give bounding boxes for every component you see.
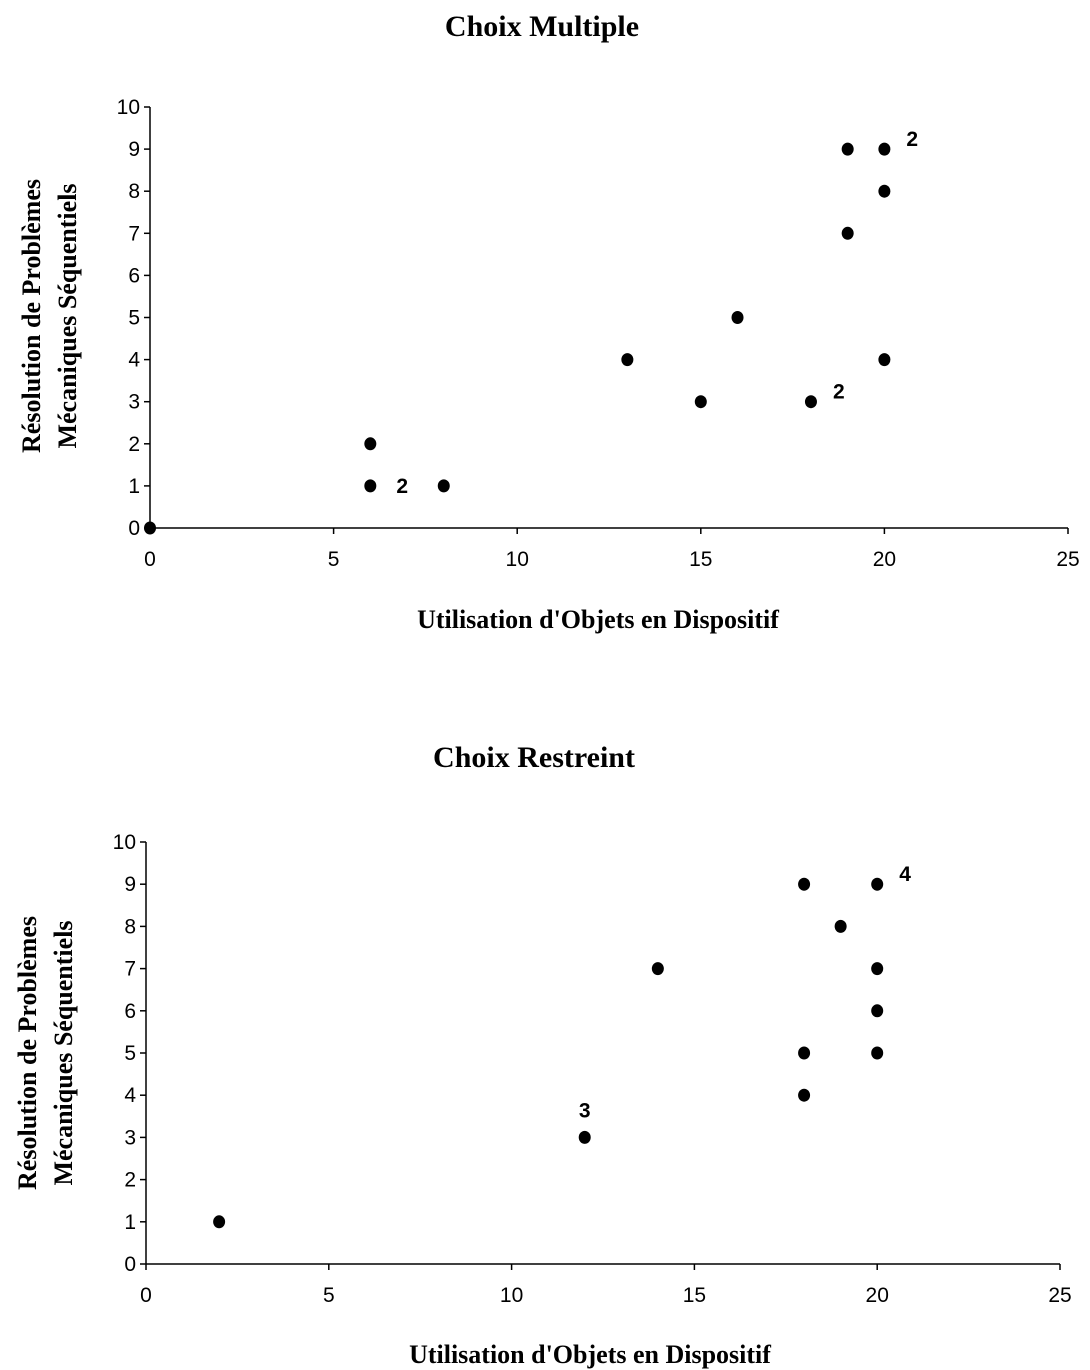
data-point xyxy=(621,353,634,367)
y-tick-label: 0 xyxy=(128,517,140,540)
x-tick-label: 20 xyxy=(873,548,896,571)
x-tick-label: 15 xyxy=(689,548,712,571)
data-point xyxy=(731,311,744,324)
y-tick-label: 1 xyxy=(128,475,140,498)
y-tick-label: 9 xyxy=(128,138,140,161)
chart-choix-multiple: Choix Multiple Résolution de Problèmes M… xyxy=(17,10,1080,634)
data-point xyxy=(798,1046,811,1060)
x-tick-label: 5 xyxy=(323,1284,335,1307)
data-point xyxy=(871,877,884,891)
y-axis-label-line-1: Résolution de Problèmes xyxy=(13,916,42,1190)
data-label: 4 xyxy=(899,863,911,886)
chart-choix-restreint: Choix Restreint Résolution de Problèmes … xyxy=(13,741,1072,1369)
y-axis-label-line-1: Résolution de Problèmes xyxy=(17,179,46,453)
x-tick-label: 25 xyxy=(1056,548,1079,571)
x-tick-label: 10 xyxy=(506,548,529,571)
y-axis-label-line-2: Mécaniques Séquentiels xyxy=(49,920,78,1185)
data-point xyxy=(694,395,707,409)
y-tick-label: 7 xyxy=(128,222,140,245)
data-point xyxy=(364,437,377,451)
x-axis-label: Utilisation d'Objets en Dispositif xyxy=(409,1340,771,1369)
x-tick-label: 25 xyxy=(1048,1284,1071,1307)
y-tick-label: 4 xyxy=(128,349,140,372)
x-tick-label: 5 xyxy=(328,548,340,571)
y-tick-label: 8 xyxy=(128,180,140,203)
data-point xyxy=(651,962,664,976)
y-tick-label: 10 xyxy=(113,831,136,854)
data-label: 2 xyxy=(833,381,845,404)
x-tick-label: 0 xyxy=(144,548,156,571)
y-tick-label: 5 xyxy=(124,1042,136,1065)
y-tick-label: 9 xyxy=(124,873,136,896)
data-point xyxy=(878,142,891,156)
y-tick-label: 5 xyxy=(128,307,140,330)
data-point xyxy=(841,226,854,240)
data-point xyxy=(437,479,450,493)
y-tick-label: 2 xyxy=(124,1169,136,1192)
y-tick-label: 3 xyxy=(128,391,140,414)
chart-title: Choix Restreint xyxy=(433,741,635,774)
x-tick-label: 15 xyxy=(683,1284,706,1307)
data-point xyxy=(144,521,156,535)
data-point xyxy=(578,1130,591,1144)
x-tick-label: 20 xyxy=(866,1284,889,1307)
x-tick-label: 10 xyxy=(500,1284,523,1307)
x-axis-label: Utilisation d'Objets en Dispositif xyxy=(417,605,779,634)
x-tick-label: 0 xyxy=(140,1284,152,1307)
data-point xyxy=(798,877,811,891)
data-point xyxy=(834,919,847,933)
data-label: 2 xyxy=(906,128,918,151)
data-label: 3 xyxy=(579,1099,591,1122)
y-tick-label: 6 xyxy=(128,264,140,287)
data-point xyxy=(213,1215,226,1229)
data-point xyxy=(804,395,817,409)
data-point xyxy=(878,184,891,198)
data-point xyxy=(871,1004,884,1018)
y-tick-label: 0 xyxy=(124,1253,136,1276)
y-tick-label: 10 xyxy=(117,96,140,119)
y-tick-label: 1 xyxy=(124,1211,136,1234)
data-point xyxy=(841,142,854,156)
y-tick-label: 2 xyxy=(128,433,140,456)
data-point xyxy=(798,1088,811,1102)
data-point xyxy=(878,353,891,367)
data-point xyxy=(871,962,884,976)
y-tick-label: 8 xyxy=(124,915,136,938)
y-tick-label: 3 xyxy=(124,1126,136,1149)
chart-title: Choix Multiple xyxy=(445,10,639,43)
data-point xyxy=(364,479,377,493)
y-tick-label: 4 xyxy=(124,1084,136,1107)
y-tick-label: 6 xyxy=(124,1000,136,1023)
data-point xyxy=(871,1046,884,1060)
y-axis-label-line-2: Mécaniques Séquentiels xyxy=(53,183,82,448)
data-label: 2 xyxy=(396,475,408,498)
y-tick-label: 7 xyxy=(124,958,136,981)
